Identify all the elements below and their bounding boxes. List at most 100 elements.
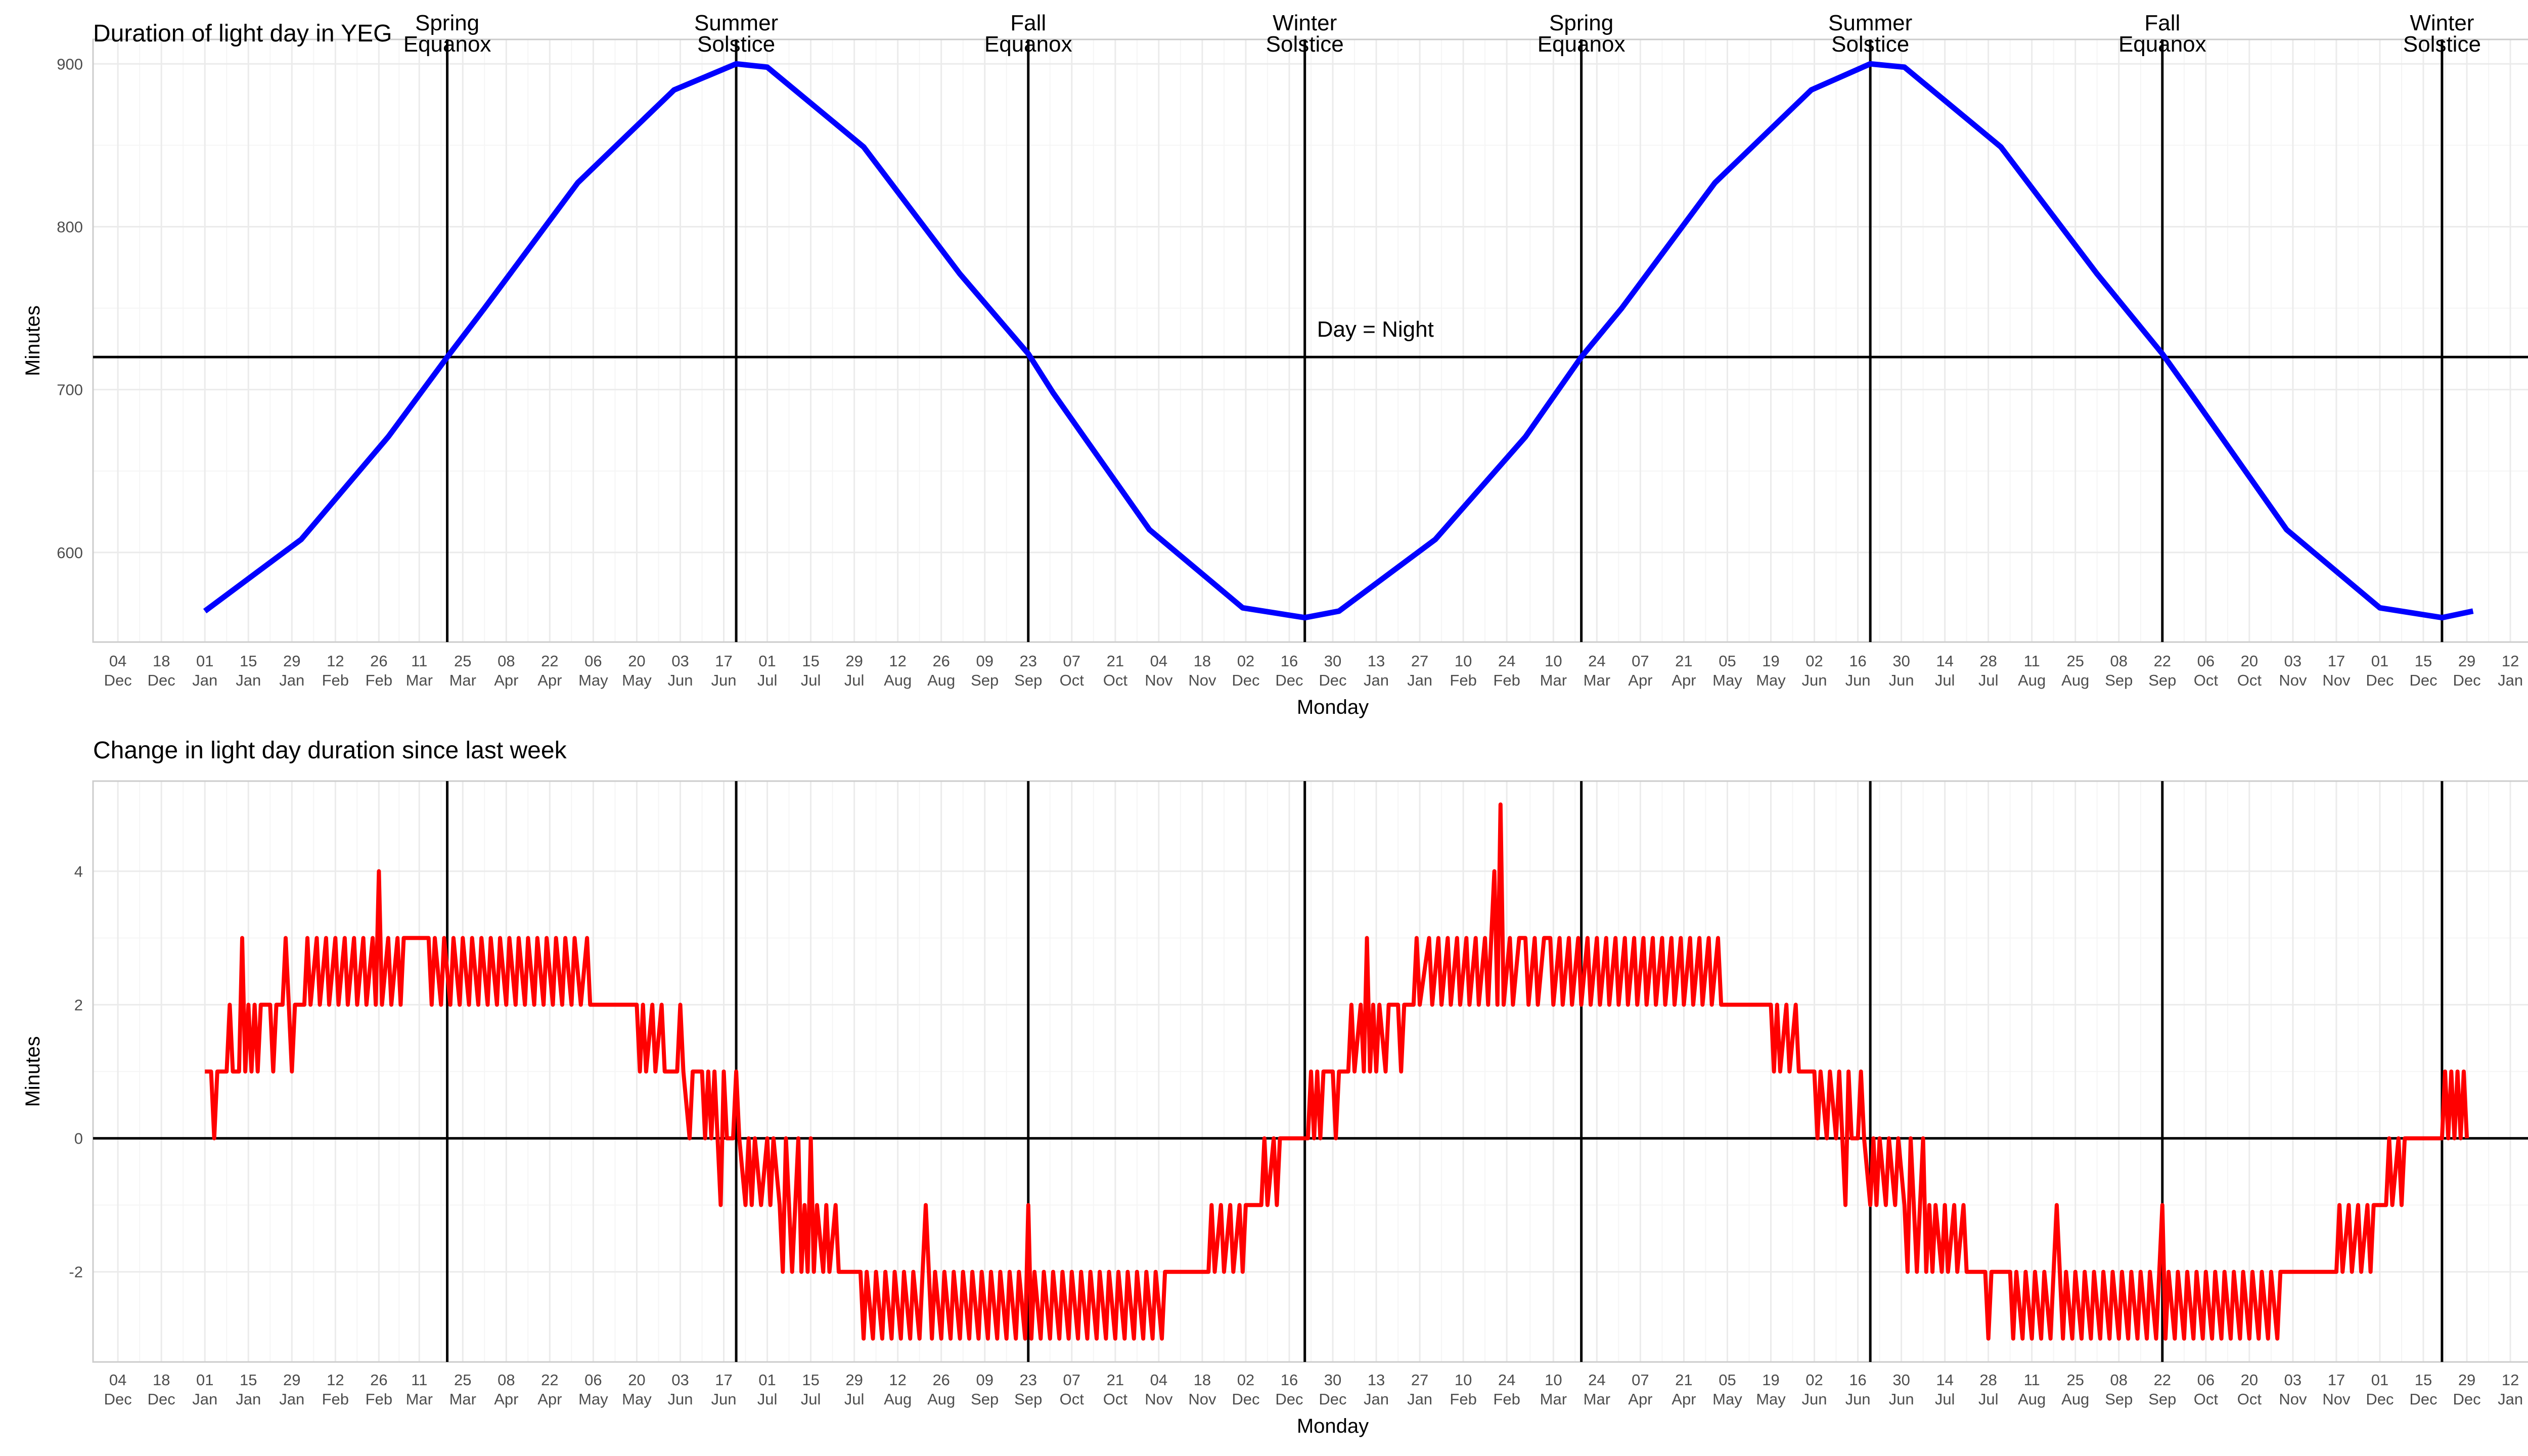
- x-tick-day: 15: [802, 652, 819, 670]
- x-tick-month: May: [1756, 1390, 1786, 1408]
- x-tick-month: Jun: [667, 1390, 693, 1408]
- x-tick-day: 21: [1107, 652, 1124, 670]
- x-tick-month: Jan: [1364, 1390, 1389, 1408]
- x-tick-day: 20: [628, 1371, 645, 1389]
- x-tick-month: Feb: [1450, 671, 1476, 689]
- x-tick-month: Sep: [1014, 671, 1042, 689]
- x-tick-day: 29: [2458, 1371, 2475, 1389]
- x-axis-tick-labels: 04Dec18Dec01Jan15Jan29Jan12Feb26Feb11Mar…: [104, 1371, 2523, 1408]
- x-tick-month: Jun: [1845, 1390, 1871, 1408]
- x-tick-month: Jul: [844, 1390, 865, 1408]
- x-tick-month: Sep: [971, 1390, 999, 1408]
- x-tick-month: Dec: [148, 671, 175, 689]
- x-tick-day: 06: [2197, 1371, 2215, 1389]
- x-tick-month: May: [1712, 671, 1742, 689]
- x-tick-day: 15: [240, 1371, 257, 1389]
- x-tick-day: 29: [283, 1371, 300, 1389]
- x-tick-day: 19: [1762, 652, 1779, 670]
- day-equals-night-label: Day = Night: [1317, 317, 1434, 342]
- x-tick-day: 21: [1107, 1371, 1124, 1389]
- x-tick-month: Sep: [1014, 1390, 1042, 1408]
- x-tick-day: 12: [2502, 652, 2519, 670]
- x-tick-day: 16: [1849, 1371, 1866, 1389]
- x-tick-day: 01: [758, 652, 776, 670]
- x-tick-month: Nov: [2322, 671, 2351, 689]
- x-tick-day: 02: [1805, 652, 1823, 670]
- x-tick-month: Oct: [2237, 671, 2262, 689]
- x-tick-month: Jan: [236, 1390, 261, 1408]
- x-tick-day: 15: [240, 652, 257, 670]
- x-tick-month: Jul: [1978, 671, 1999, 689]
- x-tick-day: 18: [153, 1371, 170, 1389]
- x-tick-day: 14: [1936, 652, 1953, 670]
- x-tick-day: 05: [1719, 1371, 1736, 1389]
- x-tick-month: Dec: [1319, 671, 1346, 689]
- x-tick-day: 30: [1324, 1371, 1341, 1389]
- x-tick-day: 07: [1063, 652, 1080, 670]
- x-tick-day: 02: [1237, 1371, 1254, 1389]
- x-tick-month: Dec: [2453, 1390, 2480, 1408]
- x-tick-month: Jun: [667, 671, 693, 689]
- x-tick-month: Aug: [2061, 671, 2089, 689]
- x-tick-day: 24: [1588, 652, 1605, 670]
- x-tick-month: Apr: [1628, 671, 1652, 689]
- x-tick-day: 17: [2328, 1371, 2345, 1389]
- season-event-label-line1: Spring: [1549, 11, 1613, 35]
- x-tick-day: 24: [1498, 652, 1515, 670]
- x-tick-month: Oct: [2237, 1390, 2262, 1408]
- x-tick-day: 20: [2241, 652, 2258, 670]
- x-tick-month: Nov: [2322, 1390, 2351, 1408]
- season-event-label-line1: Summer: [1828, 11, 1912, 35]
- x-tick-month: Jan: [236, 671, 261, 689]
- x-tick-day: 26: [370, 1371, 387, 1389]
- x-tick-month: Jan: [1407, 671, 1432, 689]
- x-tick-day: 22: [2154, 652, 2171, 670]
- x-tick-month: Mar: [1584, 671, 1610, 689]
- x-tick-month: Nov: [1145, 671, 1173, 689]
- x-tick-month: May: [622, 1390, 652, 1408]
- x-tick-month: Aug: [884, 671, 912, 689]
- x-tick-day: 01: [196, 652, 213, 670]
- x-tick-month: Aug: [2018, 671, 2046, 689]
- major-gridlines: [93, 39, 2528, 642]
- x-tick-month: Jan: [2498, 1390, 2523, 1408]
- season-event-label-line2: Solstice: [2403, 32, 2481, 57]
- x-tick-month: Feb: [1450, 1390, 1476, 1408]
- x-tick-day: 11: [411, 652, 427, 670]
- x-tick-month: Dec: [2409, 671, 2437, 689]
- x-tick-month: Nov: [1188, 1390, 1216, 1408]
- panel-title: Duration of light day in YEG: [93, 20, 392, 47]
- x-tick-day: 25: [2066, 1371, 2084, 1389]
- x-tick-day: 02: [1237, 652, 1254, 670]
- season-event-label-line1: Winter: [2410, 11, 2474, 35]
- x-tick-day: 22: [2154, 1371, 2171, 1389]
- x-tick-month: Jul: [1935, 671, 1955, 689]
- x-tick-month: Feb: [322, 671, 349, 689]
- x-tick-month: Dec: [2366, 1390, 2394, 1408]
- x-tick-day: 23: [1020, 1371, 1037, 1389]
- x-tick-day: 11: [2024, 1371, 2040, 1389]
- x-tick-month: Apr: [1628, 1390, 1652, 1408]
- light-duration-line: [203, 61, 2474, 621]
- x-tick-month: Jan: [279, 671, 304, 689]
- x-tick-month: May: [1712, 1390, 1742, 1408]
- x-tick-month: Jun: [711, 671, 737, 689]
- x-tick-day: 25: [2066, 652, 2084, 670]
- x-tick-month: Jun: [1889, 1390, 1914, 1408]
- x-tick-month: May: [578, 671, 608, 689]
- x-tick-month: Mar: [1584, 1390, 1610, 1408]
- x-tick-month: Oct: [2194, 671, 2219, 689]
- x-tick-day: 15: [2415, 1371, 2432, 1389]
- x-tick-day: 12: [889, 1371, 906, 1389]
- x-tick-month: Jul: [844, 671, 865, 689]
- y-axis-tick-labels: 600 700 800 900: [57, 55, 83, 561]
- x-tick-day: 26: [370, 652, 387, 670]
- x-tick-day: 27: [1411, 652, 1428, 670]
- y-axis-title: Minutes: [22, 1036, 44, 1107]
- x-tick-day: 12: [327, 1371, 344, 1389]
- x-tick-day: 22: [541, 1371, 558, 1389]
- season-event-labels: SpringEquanoxSummerSolsticeFallEquanoxWi…: [403, 11, 2481, 57]
- y-tick-label: 900: [57, 55, 83, 73]
- x-tick-day: 11: [2024, 652, 2040, 670]
